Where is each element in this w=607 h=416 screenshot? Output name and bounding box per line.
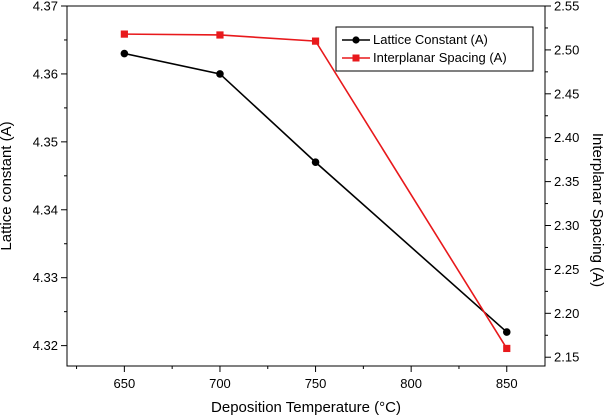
y2-tick-label: 2.15	[554, 350, 579, 365]
legend-box	[335, 26, 534, 72]
y2-tick-label: 2.50	[554, 42, 579, 57]
series-line-1	[124, 33, 508, 349]
x-axis-title: Deposition Temperature (°C)	[211, 399, 401, 416]
x-tick-label: 700	[209, 376, 231, 391]
x-tick-label: 800	[400, 376, 422, 391]
series-layer	[120, 30, 511, 353]
y-tick-label: 4.36	[33, 66, 58, 81]
y2-tick-label: 2.40	[554, 130, 579, 145]
legend-label-lattice: Lattice Constant (A)	[373, 32, 488, 47]
y2-tick-label: 2.25	[554, 262, 579, 277]
y2-tick-label: 2.30	[554, 218, 579, 233]
y2-tick-label: 2.20	[554, 306, 579, 321]
series-1-point	[503, 344, 511, 353]
series-1-point	[120, 30, 128, 38]
legend-label-spacing: Interplanar Spacing (A)	[373, 50, 507, 65]
y-tick-label: 4.35	[33, 134, 58, 149]
legend-swatch-spacing-marker	[352, 54, 360, 62]
y2-tick-label: 2.45	[554, 86, 579, 101]
series-line-0	[124, 52, 508, 333]
x-tick-label: 750	[305, 376, 327, 391]
x-tick-label: 650	[114, 376, 136, 391]
series-1-point	[216, 31, 224, 39]
series-0-point	[502, 328, 511, 336]
ticks-layer: 650 700 750 800 850 4.32 4.33 4.34 4.35 4.36 4.37 2…	[33, 0, 580, 391]
series-0-point	[311, 158, 320, 167]
series-0-point	[120, 49, 129, 58]
legend: Lattice Constant (A) Interplanar Spacing…	[335, 26, 534, 72]
legend-swatch-lattice-marker	[352, 36, 360, 44]
y-tick-label: 4.37	[33, 0, 58, 14]
series-1-point	[311, 37, 320, 45]
y-tick-label: 4.34	[33, 202, 58, 217]
y2-tick-label: 2.35	[554, 174, 579, 189]
y2-axis-title: Interplanar Spacing (A)	[589, 133, 606, 287]
series-0-point	[216, 70, 224, 78]
y-axis-title: Lattice constant (A)	[0, 121, 15, 250]
x-tick-label: 850	[496, 376, 518, 391]
y-tick-label: 4.32	[33, 338, 58, 353]
y2-tick-label: 2.55	[554, 0, 579, 14]
plot-frame	[66, 5, 546, 367]
y-tick-label: 4.33	[33, 270, 58, 285]
